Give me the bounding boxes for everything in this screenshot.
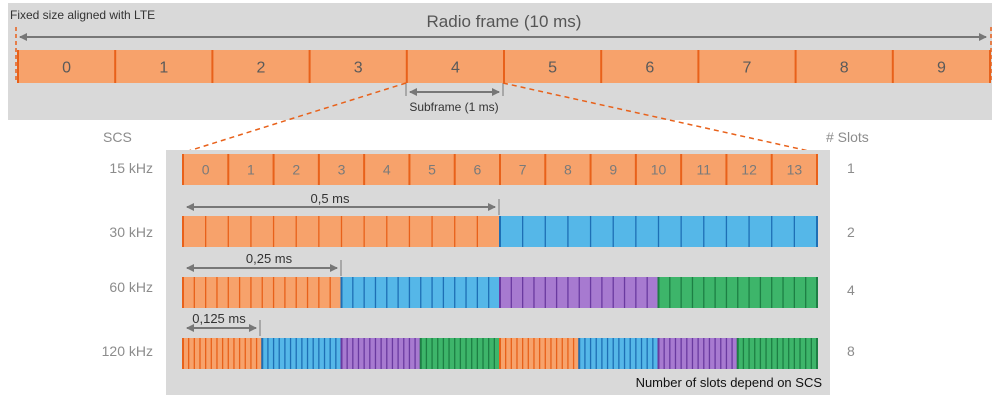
subframe-number: 2: [257, 60, 266, 77]
symbol-number: 7: [519, 162, 527, 178]
subframe-number: 9: [937, 60, 946, 77]
scs-label-30: 30 kHz: [109, 224, 153, 240]
slots-count-30: 2: [847, 224, 855, 240]
scs-label-15: 15 kHz: [109, 160, 153, 176]
duration-0125ms: 0,125 ms: [192, 311, 246, 326]
symbol-number: 4: [383, 162, 391, 178]
subframe-number: 3: [354, 60, 363, 77]
subframe-number: 0: [62, 60, 71, 77]
scs-header: SCS: [103, 129, 132, 145]
subframe-number: 5: [548, 60, 557, 77]
slots-count-120: 8: [847, 343, 855, 359]
slots-count-60: 4: [847, 282, 855, 298]
zoom-line-left: [181, 82, 407, 154]
symbol-number: 9: [609, 162, 617, 178]
subframe-number: 1: [159, 60, 168, 77]
radio-frame-label: Radio frame (10 ms): [427, 12, 582, 31]
symbol-number: 6: [473, 162, 481, 178]
symbol-number: 8: [564, 162, 572, 178]
symbol-number: 13: [787, 162, 803, 178]
duration-025ms: 0,25 ms: [246, 251, 293, 266]
subframe-number: 4: [451, 60, 460, 77]
footer-note: Number of slots depend on SCS: [636, 375, 823, 390]
symbol-number: 11: [697, 162, 712, 178]
scs-label-60: 60 kHz: [109, 279, 153, 295]
subframe-number: 6: [645, 60, 654, 77]
subframe-number: 8: [840, 60, 849, 77]
lte-note: Fixed size aligned with LTE: [10, 8, 155, 22]
slots-count-15: 1: [847, 160, 855, 176]
scs-label-120: 120 kHz: [102, 343, 153, 359]
symbol-number: 2: [292, 162, 300, 178]
symbol-number: 5: [428, 162, 436, 178]
symbol-number: 12: [741, 162, 757, 178]
duration-05ms: 0,5 ms: [310, 191, 350, 206]
subframe-number: 7: [743, 60, 752, 77]
subframe-label: Subframe (1 ms): [409, 100, 498, 114]
symbol-number: 0: [202, 162, 210, 178]
slots-header: # Slots: [826, 129, 869, 145]
symbol-number: 10: [651, 162, 667, 178]
symbol-number: 1: [247, 162, 255, 178]
symbol-number: 3: [338, 162, 346, 178]
